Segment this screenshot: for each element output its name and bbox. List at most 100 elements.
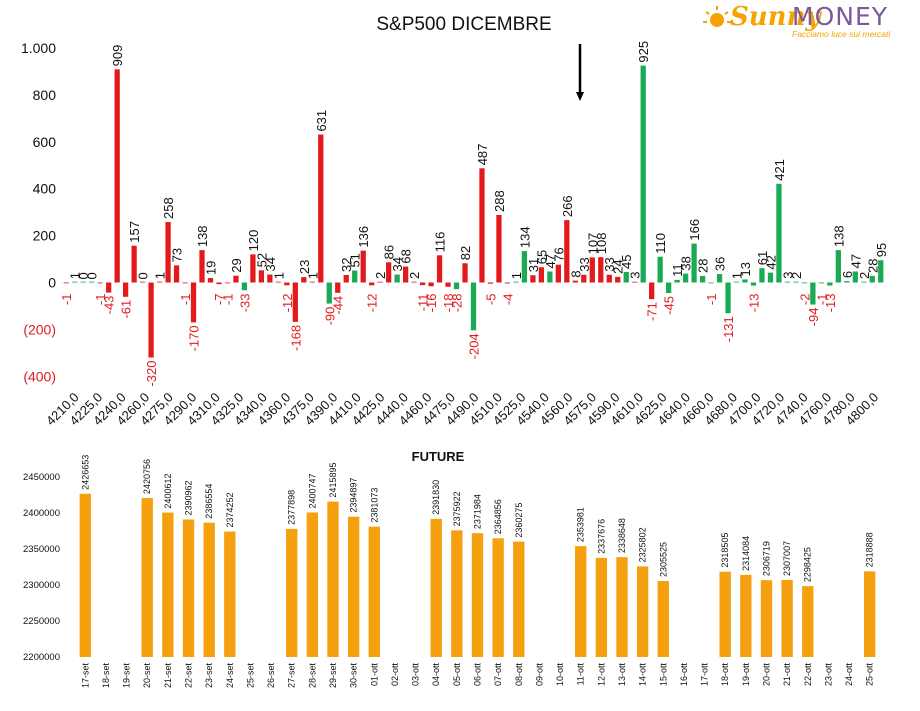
bar-data-label: 138 xyxy=(831,225,846,247)
bar-data-label: -61 xyxy=(119,300,134,319)
bar-data-label: 2305525 xyxy=(658,542,668,577)
logo-tagline: Facciamo luce sui mercati xyxy=(792,29,891,39)
bar-data-label: 266 xyxy=(560,195,575,217)
y-tick-label: (200) xyxy=(23,321,56,337)
bar xyxy=(89,281,95,283)
bar xyxy=(699,275,706,283)
bar-data-label: 52 xyxy=(254,253,269,267)
bar-data-label: 29 xyxy=(229,258,244,272)
bar-data-label: -94 xyxy=(806,308,821,327)
bar-data-label: -320 xyxy=(144,361,159,387)
x-tick-label: 16-ott xyxy=(679,663,689,687)
bar xyxy=(835,250,841,283)
chart-title: S&P500 DICEMBRE xyxy=(376,14,551,35)
bar-data-label: 45 xyxy=(619,254,634,268)
bar xyxy=(182,519,195,657)
bar-data-label: 13 xyxy=(738,262,753,276)
bar xyxy=(657,581,669,657)
bar xyxy=(657,256,663,283)
bar xyxy=(360,250,366,283)
y-tick-label: 800 xyxy=(33,87,57,103)
bar-data-label: 2426653 xyxy=(80,455,90,490)
bar xyxy=(241,282,248,291)
x-tick-label: 04-ott xyxy=(431,663,441,687)
bar xyxy=(564,220,570,283)
x-tick-label: 22-set xyxy=(184,663,194,689)
bar-data-label: 65 xyxy=(534,250,549,264)
bar xyxy=(97,282,103,284)
bar-data-label: 11 xyxy=(670,263,685,277)
bar xyxy=(430,518,442,657)
bar-data-label: 2 xyxy=(407,272,422,279)
sunny-money-logo: Sunny MONEY Facciamo luce sui mercati xyxy=(700,2,915,42)
bar xyxy=(402,266,409,283)
bar-data-label: 2420756 xyxy=(142,459,152,494)
bar xyxy=(258,270,265,283)
bar-data-label: 120 xyxy=(246,230,261,252)
bar-data-label: -13 xyxy=(746,294,761,313)
chart-title: FUTURE xyxy=(412,449,465,464)
annotation-arrow-head xyxy=(576,92,584,101)
bar xyxy=(462,263,468,283)
bar-data-label: 2391830 xyxy=(431,480,441,515)
bar xyxy=(864,571,876,657)
bar-data-label: 925 xyxy=(636,41,651,63)
x-tick-label: 12-ott xyxy=(596,663,606,687)
x-tick-label: 25-set xyxy=(245,663,255,689)
bar xyxy=(632,281,638,283)
x-tick-label: 17-ott xyxy=(700,663,710,687)
bar xyxy=(343,274,349,283)
bar-data-label: 51 xyxy=(348,253,363,267)
bar xyxy=(301,277,307,283)
bar-data-label: 0 xyxy=(85,272,100,279)
bar-data-label: 47 xyxy=(848,254,863,268)
bar xyxy=(114,69,120,283)
x-tick-label: 13-ott xyxy=(617,663,627,687)
bar xyxy=(513,541,525,657)
bar-data-label: 2386554 xyxy=(204,484,214,519)
bar xyxy=(470,282,477,331)
bar xyxy=(445,282,451,287)
bar-data-label: 24 xyxy=(611,259,626,273)
bar xyxy=(216,282,222,285)
bar xyxy=(394,274,400,283)
bar xyxy=(139,281,146,283)
bar-data-label: 2374252 xyxy=(225,492,235,527)
bar xyxy=(182,282,188,284)
bar xyxy=(275,281,281,283)
x-tick-label: 26-set xyxy=(266,663,276,689)
bar xyxy=(818,282,824,284)
bar xyxy=(801,282,808,284)
bar-data-label: -1 xyxy=(814,294,829,306)
bar xyxy=(63,282,69,284)
bar xyxy=(318,134,324,283)
bar xyxy=(793,281,799,283)
bar xyxy=(326,282,332,304)
x-tick-label: 21-set xyxy=(163,663,173,689)
bar-data-label: 36 xyxy=(713,257,728,271)
bar-data-label: 0 xyxy=(76,272,91,279)
bar xyxy=(123,282,129,297)
bar xyxy=(623,271,629,283)
bar xyxy=(79,493,91,657)
x-tick-label: 05-ott xyxy=(452,663,462,687)
x-tick-label: 09-ott xyxy=(534,663,544,687)
x-tick-label: 23-set xyxy=(204,663,214,689)
bar xyxy=(575,546,587,657)
bar-data-label: 134 xyxy=(517,226,532,248)
bar xyxy=(250,254,256,283)
bar xyxy=(428,282,434,287)
bar-data-label: -1 xyxy=(704,294,719,306)
y-tick-label: 2300000 xyxy=(23,580,60,591)
y-tick-label: 0 xyxy=(48,275,56,291)
bar-data-label: 2381073 xyxy=(369,488,379,523)
bar-data-label: -12 xyxy=(365,294,380,313)
bar-data-label: 33 xyxy=(577,257,592,271)
bar-data-label: 2314084 xyxy=(741,536,751,571)
x-tick-label: 19-ott xyxy=(741,663,751,687)
bar-data-label: -28 xyxy=(450,294,465,313)
bar-data-label: 76 xyxy=(551,247,566,261)
bar-data-label: -71 xyxy=(645,302,660,321)
bar-data-label: -170 xyxy=(187,325,202,351)
bar xyxy=(377,281,383,283)
